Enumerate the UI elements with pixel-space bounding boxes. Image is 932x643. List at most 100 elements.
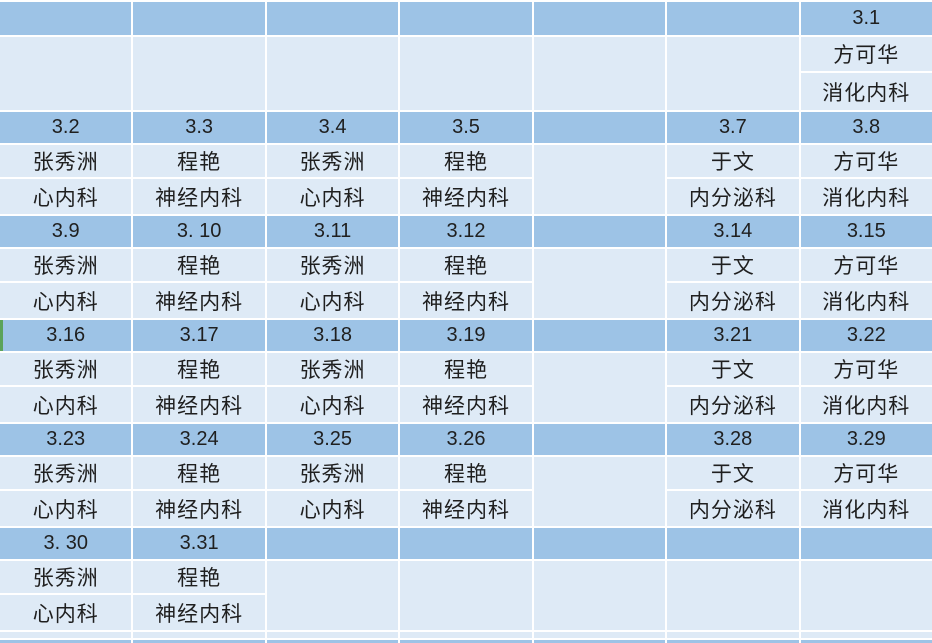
empty-cell[interactable] — [400, 37, 532, 110]
dept-cell[interactable]: 消化内科 — [800, 387, 932, 422]
empty-date-cell[interactable] — [400, 528, 532, 559]
footer-empty-cell[interactable] — [266, 632, 399, 638]
date-cell[interactable]: 3.12 — [400, 216, 532, 247]
empty-date-cell[interactable] — [400, 2, 532, 35]
empty-cell[interactable] — [533, 457, 666, 526]
date-cell[interactable]: 3.1 — [800, 2, 932, 35]
empty-date-cell[interactable] — [667, 528, 799, 559]
dept-cell[interactable]: 内分泌科 — [667, 387, 799, 422]
dept-cell[interactable]: 心内科 — [0, 595, 132, 630]
dept-cell[interactable]: 神经内科 — [400, 179, 532, 214]
date-cell[interactable]: 3.24 — [133, 424, 265, 455]
date-cell[interactable]: 3.14 — [667, 216, 799, 247]
dept-cell[interactable]: 消化内科 — [800, 491, 932, 526]
name-cell[interactable]: 张秀洲 — [0, 249, 132, 281]
date-cell[interactable]: 3.26 — [400, 424, 532, 455]
date-cell[interactable]: 3.25 — [266, 424, 399, 455]
empty-cell[interactable] — [533, 561, 666, 630]
footer-date-cell[interactable] — [400, 640, 532, 643]
empty-cell[interactable] — [266, 561, 399, 630]
empty-cell[interactable] — [800, 561, 932, 630]
footer-date-cell[interactable] — [533, 640, 666, 643]
empty-date-cell[interactable] — [0, 2, 132, 35]
name-cell[interactable]: 张秀洲 — [266, 249, 399, 281]
date-cell[interactable]: 3.8 — [800, 112, 932, 143]
dept-cell[interactable]: 心内科 — [0, 283, 132, 318]
empty-date-cell[interactable] — [800, 528, 932, 559]
name-cell[interactable]: 张秀洲 — [266, 145, 399, 177]
dept-cell[interactable]: 心内科 — [266, 387, 399, 422]
empty-cell[interactable] — [400, 561, 532, 630]
date-cell[interactable]: 3.4 — [266, 112, 399, 143]
dept-cell[interactable]: 心内科 — [266, 179, 399, 214]
empty-date-cell[interactable] — [533, 216, 666, 247]
footer-empty-cell[interactable] — [133, 632, 265, 638]
footer-empty-cell[interactable] — [400, 632, 532, 638]
empty-date-cell[interactable] — [533, 320, 666, 351]
dept-cell[interactable]: 消化内科 — [800, 179, 932, 214]
date-cell[interactable]: 3.28 — [667, 424, 799, 455]
empty-cell[interactable] — [667, 561, 799, 630]
empty-cell[interactable] — [533, 37, 666, 110]
empty-date-cell[interactable] — [533, 424, 666, 455]
date-cell[interactable]: 3.31 — [133, 528, 265, 559]
dept-cell[interactable]: 神经内科 — [400, 491, 532, 526]
date-cell[interactable]: 3.5 — [400, 112, 532, 143]
footer-empty-cell[interactable] — [533, 632, 666, 638]
date-cell[interactable]: 3.3 — [133, 112, 265, 143]
empty-date-cell[interactable] — [266, 2, 399, 35]
name-cell[interactable]: 方可华 — [800, 37, 932, 71]
empty-cell[interactable] — [533, 145, 666, 214]
date-cell[interactable]: 3.17 — [133, 320, 265, 351]
dept-cell[interactable]: 心内科 — [0, 491, 132, 526]
footer-date-cell[interactable] — [667, 640, 799, 643]
empty-cell[interactable] — [533, 353, 666, 422]
dept-cell[interactable]: 消化内科 — [800, 283, 932, 318]
name-cell[interactable]: 方可华 — [800, 249, 932, 281]
date-cell[interactable]: 3.7 — [667, 112, 799, 143]
dept-cell[interactable]: 神经内科 — [133, 283, 265, 318]
name-cell[interactable]: 于文 — [667, 145, 799, 177]
empty-date-cell[interactable] — [667, 2, 799, 35]
empty-cell[interactable] — [0, 37, 132, 110]
empty-date-cell[interactable] — [533, 528, 666, 559]
date-cell[interactable]: 3.16 — [0, 320, 132, 351]
empty-cell[interactable] — [266, 37, 399, 110]
name-cell[interactable]: 程艳 — [133, 145, 265, 177]
date-cell[interactable]: 3.11 — [266, 216, 399, 247]
footer-empty-cell[interactable] — [667, 632, 799, 638]
name-cell[interactable]: 程艳 — [400, 249, 532, 281]
empty-cell[interactable] — [533, 249, 666, 318]
name-cell[interactable]: 于文 — [667, 249, 799, 281]
name-cell[interactable]: 程艳 — [133, 353, 265, 385]
name-cell[interactable]: 程艳 — [133, 249, 265, 281]
name-cell[interactable]: 程艳 — [400, 457, 532, 489]
name-cell[interactable]: 于文 — [667, 457, 799, 489]
empty-date-cell[interactable] — [266, 528, 399, 559]
name-cell[interactable]: 程艳 — [400, 353, 532, 385]
name-cell[interactable]: 于文 — [667, 353, 799, 385]
dept-cell[interactable]: 神经内科 — [133, 387, 265, 422]
date-cell[interactable]: 3.18 — [266, 320, 399, 351]
dept-cell[interactable]: 消化内科 — [800, 73, 932, 110]
empty-cell[interactable] — [667, 37, 799, 110]
dept-cell[interactable]: 心内科 — [266, 283, 399, 318]
date-cell[interactable]: 3.29 — [800, 424, 932, 455]
dept-cell[interactable]: 内分泌科 — [667, 179, 799, 214]
date-cell[interactable]: 3.2 — [0, 112, 132, 143]
date-cell[interactable]: 3.22 — [800, 320, 932, 351]
empty-date-cell[interactable] — [533, 2, 666, 35]
date-cell[interactable]: 3.15 — [800, 216, 932, 247]
footer-date-cell[interactable] — [266, 640, 399, 643]
name-cell[interactable]: 张秀洲 — [0, 353, 132, 385]
dept-cell[interactable]: 心内科 — [0, 179, 132, 214]
name-cell[interactable]: 张秀洲 — [0, 561, 132, 593]
dept-cell[interactable]: 神经内科 — [133, 179, 265, 214]
footer-empty-cell[interactable] — [800, 632, 932, 638]
dept-cell[interactable]: 神经内科 — [133, 595, 265, 630]
dept-cell[interactable]: 神经内科 — [133, 491, 265, 526]
name-cell[interactable]: 张秀洲 — [266, 457, 399, 489]
name-cell[interactable]: 程艳 — [133, 561, 265, 593]
dept-cell[interactable]: 神经内科 — [400, 283, 532, 318]
dept-cell[interactable]: 心内科 — [0, 387, 132, 422]
